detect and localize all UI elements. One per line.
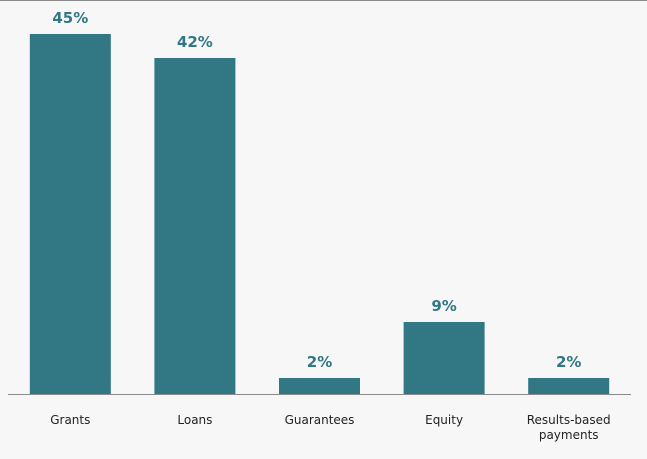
- category-labels-group: Grants Loans Guarantees Equity Results-based…: [50, 413, 610, 442]
- category-label-guarantees: Guarantees: [285, 413, 355, 427]
- value-label-grants: 45%: [52, 9, 88, 27]
- category-label-results-based-payments: Results-based payments: [527, 413, 611, 442]
- category-label-grants: Grants: [50, 413, 90, 427]
- category-label-equity: Equity: [425, 413, 463, 427]
- bar-guarantees: [279, 378, 360, 394]
- bar-loans: [154, 58, 236, 394]
- top-rule: [0, 0, 647, 1]
- bar-grants: [29, 34, 111, 394]
- value-labels-group: 45% 42% 2% 9% 2%: [52, 9, 581, 371]
- value-label-guarantees: 2%: [307, 353, 332, 371]
- bars-group: [29, 34, 610, 394]
- bar-results-based-payments: [528, 378, 610, 394]
- bar-equity: [403, 322, 485, 394]
- value-label-results-based-payments: 2%: [556, 353, 581, 371]
- value-label-loans: 42%: [177, 33, 213, 51]
- category-label-loans: Loans: [177, 413, 212, 427]
- value-label-equity: 9%: [431, 297, 456, 315]
